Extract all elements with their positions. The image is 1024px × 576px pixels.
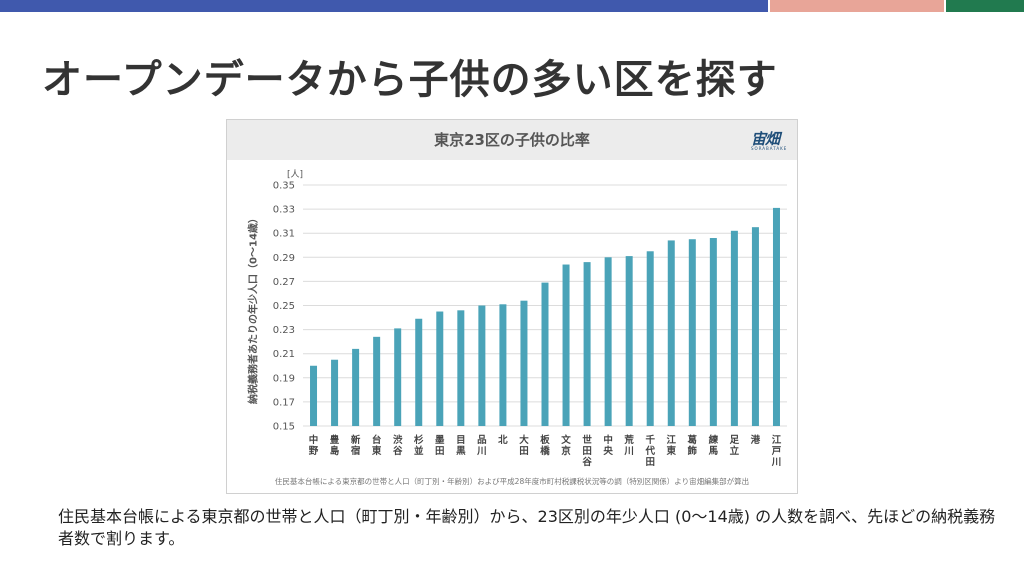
x-tick-label: 目黒 (456, 435, 466, 457)
bar (688, 239, 696, 426)
accent-segment-pink (770, 0, 944, 12)
x-tick-label: 豊島 (330, 434, 340, 457)
x-tick-label: 文京 (560, 434, 571, 457)
y-tick-label: 0.19 (273, 373, 295, 384)
x-tick-label: 足立 (730, 435, 740, 457)
bar (310, 365, 318, 426)
x-tick-label: 杉並 (414, 434, 424, 457)
chart-title: 東京23区の子供の比率 (434, 131, 590, 149)
y-tick-label: 0.33 (273, 205, 295, 216)
x-tick-label: 品川 (476, 435, 487, 457)
chart-figure: 東京23区の子供の比率 宙畑 SORABATAKE [人] 納税義務者あたりの年… (226, 119, 798, 494)
x-tick-label: 練馬 (708, 434, 719, 457)
bar (583, 262, 591, 426)
bar (709, 238, 717, 426)
x-tick-label: 世田谷 (582, 434, 592, 468)
y-tick-label: 0.25 (273, 301, 295, 312)
x-tick-label: 江戸川 (771, 434, 782, 468)
x-tick-label: 中央 (603, 434, 613, 457)
x-tick-label: 墨田 (435, 435, 445, 457)
bar (457, 310, 465, 426)
chart-source-note: 住民基本台帳による東京都の世帯と人口（町丁別・年齢別）および平成28年度市町村税… (274, 477, 750, 486)
accent-segment-blue (0, 0, 768, 12)
y-tick-label: 0.23 (273, 325, 295, 336)
y-tick-label: 0.31 (273, 229, 295, 240)
x-tick-label: 荒川 (623, 434, 634, 457)
bar (373, 336, 381, 426)
bar (646, 251, 654, 426)
bar (625, 256, 633, 426)
bar (520, 300, 528, 426)
bar (730, 230, 738, 426)
bar (751, 227, 759, 426)
x-tick-label: 北 (498, 434, 508, 446)
x-tick-label: 葛飾 (687, 434, 698, 457)
chart-header: 東京23区の子供の比率 宙畑 SORABATAKE (227, 120, 797, 160)
bar (541, 282, 549, 426)
bar (562, 264, 570, 426)
bar-chart: 0.35 0.33 0.31 0.29 0.27 0.25 0.23 0.21 0.19 0.17… (273, 181, 787, 468)
x-tick-label: 江東 (666, 434, 677, 457)
x-tick-label: 中野 (309, 434, 319, 457)
bar (352, 348, 360, 426)
y-tick-label: 0.35 (273, 181, 295, 192)
brand-logo-subtext: SORABATAKE (751, 146, 788, 151)
y-tick-label: 0.29 (273, 253, 295, 264)
x-tick-label: 千代田 (644, 434, 655, 468)
y-tick-label: 0.27 (273, 277, 295, 288)
brand-logo: 宙畑 (751, 130, 780, 148)
bar (667, 240, 675, 426)
y-tick-label: 0.17 (273, 397, 295, 408)
y-tick-label: 0.21 (273, 349, 295, 360)
top-accent-bar (0, 0, 1024, 12)
slide-caption: 住民基本台帳による東京都の世帯と人口（町丁別・年齢別）から、23区別の年少人口 … (58, 507, 996, 548)
bar (772, 207, 780, 426)
bar (415, 318, 423, 426)
bar (478, 305, 486, 426)
bar (331, 359, 339, 426)
x-tick-label: 港 (751, 434, 761, 446)
x-tick-label: 板橋 (540, 434, 550, 457)
bar (604, 257, 612, 426)
x-tick-label: 渋谷 (393, 434, 403, 457)
bar (499, 304, 507, 426)
slide-title: オープンデータから子供の多い区を探す (42, 57, 778, 103)
x-tick-label: 台東 (371, 434, 382, 457)
y-tick-label: 0.15 (273, 422, 295, 433)
accent-segment-green (946, 0, 1024, 12)
y-axis-unit: [人] (287, 170, 304, 180)
bar (436, 311, 444, 426)
bar (394, 328, 402, 426)
x-tick-label: 新宿 (351, 434, 361, 457)
x-tick-label: 大田 (519, 434, 529, 457)
